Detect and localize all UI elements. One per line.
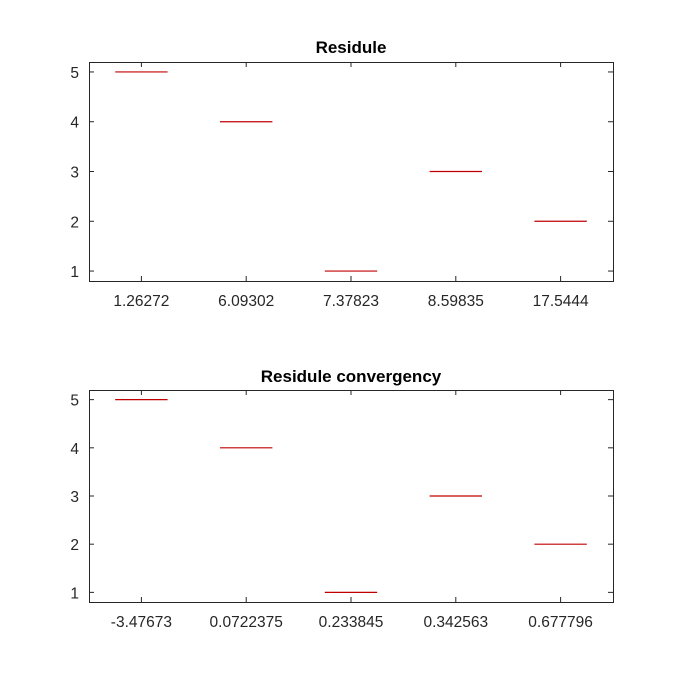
- plot-frame: [89, 390, 614, 603]
- y-tick-label: 2: [70, 214, 79, 231]
- y-tick-label: 1: [70, 585, 79, 602]
- y-tick-label: 4: [70, 115, 79, 132]
- x-tick-label: 6.09302: [218, 293, 274, 310]
- residule-convergency-axes: Residule convergency 1 2 3 4 5 -3.47673 0.07223…: [70, 367, 614, 631]
- x-tick-label: 17.5444: [533, 293, 589, 310]
- x-tick-label: 7.37823: [323, 293, 379, 310]
- x-tick-label: 0.233845: [319, 614, 384, 631]
- x-tick-label: 8.59835: [428, 293, 484, 310]
- chart-title: Residule: [316, 38, 387, 57]
- x-tick-label: 1.26272: [113, 293, 169, 310]
- x-tick-label: 0.0722375: [210, 614, 283, 631]
- y-tick-label: 3: [70, 165, 79, 182]
- x-tick-label: -3.47673: [111, 614, 172, 631]
- y-tick-label: 4: [70, 441, 79, 458]
- y-tick-label: 5: [70, 393, 79, 410]
- x-tick-label: 0.342563: [423, 614, 488, 631]
- y-tick-label: 1: [70, 264, 79, 281]
- y-tick-label: 3: [70, 489, 79, 506]
- residule-axes: Residule 1 2 3 4 5 1.26272 6.09302 7.37823 8.5983…: [70, 38, 614, 310]
- y-tick-label: 2: [70, 537, 79, 554]
- chart-title: Residule convergency: [261, 367, 442, 386]
- plot-frame: [89, 62, 614, 282]
- y-tick-label: 5: [70, 65, 79, 82]
- x-tick-label: 0.677796: [528, 614, 593, 631]
